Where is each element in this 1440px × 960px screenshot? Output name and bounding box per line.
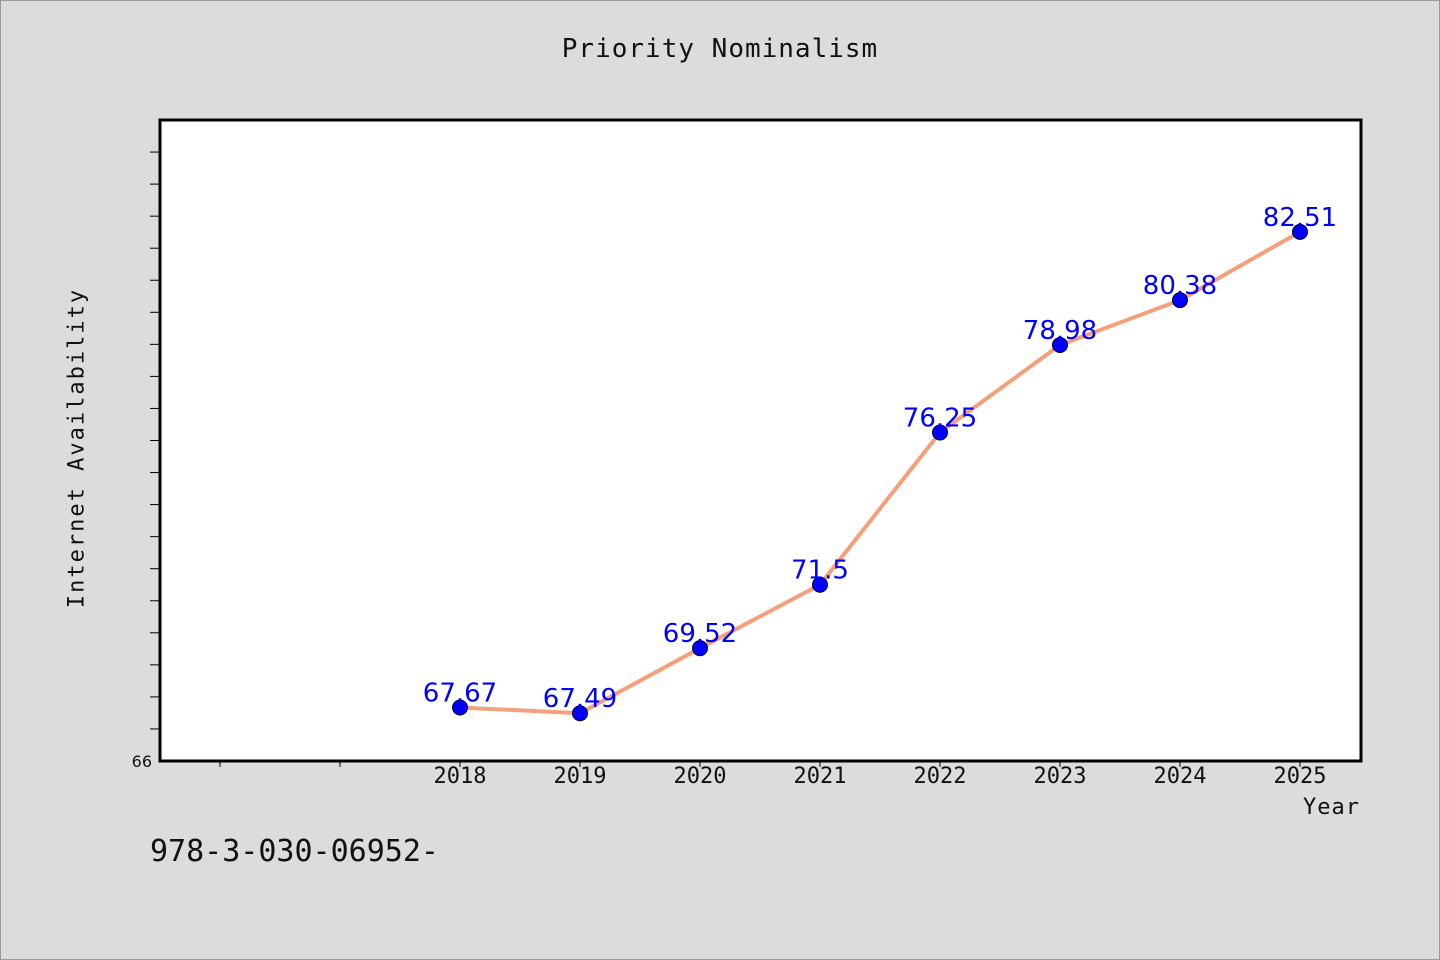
chart-title: Priority Nominalism	[561, 34, 879, 64]
axis-ticks	[150, 151, 1301, 767]
x-tick-label: 2022	[914, 764, 967, 789]
x-tick-label: 2020	[674, 764, 727, 789]
data-label: 76.25	[903, 403, 977, 433]
data-label: 67.49	[543, 684, 617, 714]
data-label: 69.52	[663, 619, 737, 649]
data-label: 78.98	[1023, 316, 1097, 346]
data-point	[1172, 292, 1188, 309]
data-point	[572, 705, 588, 722]
data-label: 82.51	[1263, 203, 1337, 233]
series-line-group	[458, 229, 1302, 716]
x-tick-labels: 2018 2019 2020 2021 2022 2023 2024 2025	[434, 764, 1327, 789]
x-tick-label: 2023	[1034, 764, 1087, 789]
data-point	[452, 699, 468, 716]
series-line	[458, 229, 1302, 716]
x-tick-label: 2021	[794, 764, 847, 789]
data-labels: 67.67 67.49 69.52 71.5 76.25 78.98 80.38 82.51	[423, 203, 1337, 714]
series-points	[452, 223, 1308, 722]
plot-area	[158, 118, 1363, 763]
data-point	[932, 424, 948, 441]
x-axis-label: Year	[1303, 795, 1360, 820]
footer-code: 978-3-030-06952-	[150, 834, 439, 869]
data-point	[692, 640, 708, 657]
data-label: 80.38	[1143, 271, 1217, 301]
x-tick-label: 2019	[554, 764, 607, 789]
data-point	[1292, 223, 1308, 240]
data-label: 71.5	[791, 556, 849, 586]
data-label: 67.67	[423, 678, 497, 708]
y-tick-label: 66	[132, 752, 152, 771]
x-tick-label: 2018	[434, 764, 487, 789]
data-point	[812, 576, 828, 593]
y-tick-labels: 66	[132, 752, 152, 771]
x-tick-label: 2025	[1274, 764, 1327, 789]
x-tick-label: 2024	[1154, 764, 1207, 789]
data-point	[1052, 336, 1068, 353]
